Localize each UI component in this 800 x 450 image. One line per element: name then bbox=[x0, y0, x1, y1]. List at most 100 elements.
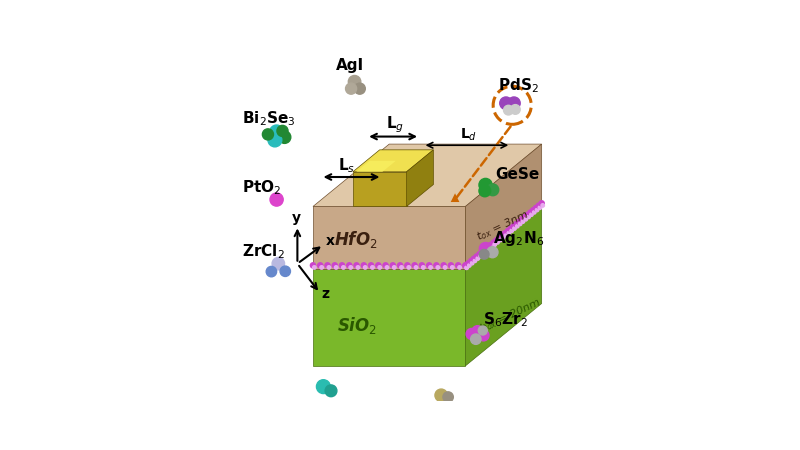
Text: S$_6$Zr$_2$: S$_6$Zr$_2$ bbox=[482, 310, 527, 329]
Circle shape bbox=[482, 252, 485, 256]
Circle shape bbox=[470, 261, 474, 265]
Circle shape bbox=[493, 243, 497, 247]
Circle shape bbox=[469, 258, 474, 264]
Circle shape bbox=[522, 220, 525, 223]
Circle shape bbox=[362, 263, 366, 268]
Text: z: z bbox=[321, 287, 329, 302]
Circle shape bbox=[346, 83, 357, 94]
Circle shape bbox=[486, 245, 490, 250]
Text: ZrCl$_2$: ZrCl$_2$ bbox=[242, 243, 285, 261]
Circle shape bbox=[270, 125, 283, 139]
Text: AgI: AgI bbox=[335, 58, 364, 72]
Circle shape bbox=[398, 263, 402, 268]
Circle shape bbox=[356, 266, 360, 269]
Circle shape bbox=[318, 263, 323, 268]
Circle shape bbox=[479, 249, 489, 259]
Circle shape bbox=[530, 207, 536, 213]
Circle shape bbox=[488, 242, 494, 248]
Circle shape bbox=[510, 104, 520, 114]
Circle shape bbox=[491, 240, 496, 245]
Circle shape bbox=[470, 334, 481, 344]
Circle shape bbox=[317, 380, 330, 394]
Polygon shape bbox=[406, 150, 434, 207]
Text: $t_{ox}$ = 3nm: $t_{ox}$ = 3nm bbox=[474, 208, 532, 244]
Circle shape bbox=[498, 238, 502, 242]
Circle shape bbox=[522, 215, 527, 220]
Circle shape bbox=[334, 266, 338, 269]
Circle shape bbox=[278, 131, 291, 144]
Circle shape bbox=[400, 266, 403, 269]
Circle shape bbox=[524, 217, 527, 221]
Circle shape bbox=[465, 266, 468, 270]
Circle shape bbox=[480, 249, 485, 254]
Circle shape bbox=[270, 193, 283, 206]
Circle shape bbox=[466, 328, 478, 339]
Circle shape bbox=[266, 266, 277, 277]
Circle shape bbox=[363, 266, 367, 269]
Circle shape bbox=[386, 266, 389, 269]
Circle shape bbox=[378, 266, 382, 269]
Circle shape bbox=[496, 241, 499, 244]
Circle shape bbox=[354, 263, 359, 268]
Circle shape bbox=[465, 266, 469, 269]
Circle shape bbox=[458, 266, 462, 269]
Circle shape bbox=[467, 264, 471, 267]
Circle shape bbox=[474, 259, 477, 263]
Circle shape bbox=[517, 219, 522, 225]
Circle shape bbox=[429, 266, 432, 269]
Circle shape bbox=[443, 266, 446, 269]
Circle shape bbox=[508, 97, 520, 109]
Circle shape bbox=[443, 392, 454, 402]
Circle shape bbox=[539, 201, 544, 206]
Text: Ag$_2$N$_6$: Ag$_2$N$_6$ bbox=[493, 229, 544, 248]
Circle shape bbox=[494, 238, 499, 243]
Circle shape bbox=[376, 263, 381, 268]
Circle shape bbox=[530, 213, 533, 216]
Circle shape bbox=[436, 266, 439, 269]
Circle shape bbox=[503, 105, 514, 115]
Circle shape bbox=[277, 126, 288, 136]
Circle shape bbox=[280, 266, 290, 276]
Circle shape bbox=[504, 234, 508, 237]
Circle shape bbox=[535, 208, 538, 212]
Text: L$_d$: L$_d$ bbox=[460, 126, 477, 143]
Polygon shape bbox=[353, 172, 406, 207]
Circle shape bbox=[349, 266, 352, 269]
Circle shape bbox=[434, 263, 439, 268]
Circle shape bbox=[383, 263, 388, 268]
Circle shape bbox=[479, 255, 482, 258]
Circle shape bbox=[525, 212, 530, 217]
Circle shape bbox=[502, 231, 507, 236]
Text: L$_s$: L$_s$ bbox=[338, 156, 355, 175]
Circle shape bbox=[474, 254, 479, 259]
Polygon shape bbox=[466, 144, 542, 269]
Polygon shape bbox=[353, 150, 434, 172]
Circle shape bbox=[435, 389, 447, 401]
Circle shape bbox=[528, 210, 533, 215]
Circle shape bbox=[477, 252, 482, 257]
Circle shape bbox=[262, 129, 274, 140]
Circle shape bbox=[369, 263, 374, 268]
Circle shape bbox=[325, 263, 330, 268]
Circle shape bbox=[487, 247, 498, 258]
Polygon shape bbox=[313, 144, 542, 207]
Circle shape bbox=[534, 205, 538, 211]
Polygon shape bbox=[356, 161, 396, 172]
Text: HfO$_2$: HfO$_2$ bbox=[334, 229, 378, 250]
Circle shape bbox=[441, 263, 446, 268]
Text: PtO$_2$: PtO$_2$ bbox=[242, 179, 282, 197]
Circle shape bbox=[479, 243, 492, 255]
Circle shape bbox=[325, 385, 337, 397]
Circle shape bbox=[508, 226, 514, 231]
Circle shape bbox=[414, 266, 418, 269]
Circle shape bbox=[500, 97, 512, 109]
Polygon shape bbox=[450, 194, 459, 202]
Circle shape bbox=[448, 263, 454, 268]
Circle shape bbox=[519, 217, 525, 222]
Circle shape bbox=[482, 247, 488, 252]
Text: L$_g$: L$_g$ bbox=[386, 114, 404, 135]
Circle shape bbox=[514, 221, 519, 227]
Circle shape bbox=[479, 185, 490, 197]
Text: PdS$_2$: PdS$_2$ bbox=[498, 76, 539, 95]
Text: $b_{ox}$ = 20nm: $b_{ox}$ = 20nm bbox=[477, 296, 543, 336]
